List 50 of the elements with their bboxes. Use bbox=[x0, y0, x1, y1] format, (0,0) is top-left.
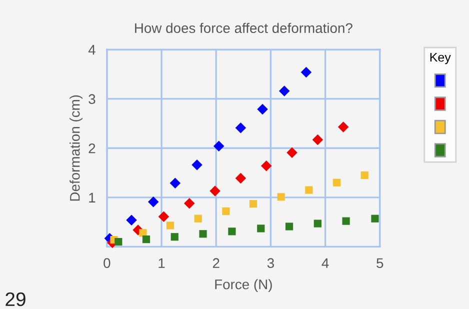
y-axis-title: Deformation (cm) bbox=[70, 95, 83, 201]
x-tick-label: 0 bbox=[104, 258, 110, 268]
point bbox=[249, 200, 258, 208]
point bbox=[312, 134, 324, 146]
x-axis-title: Force (N) bbox=[215, 279, 272, 292]
point bbox=[170, 178, 181, 189]
point bbox=[228, 228, 236, 236]
x-tick-label: 5 bbox=[376, 258, 384, 268]
point bbox=[235, 172, 246, 184]
text: 29 bbox=[6, 292, 26, 306]
point bbox=[300, 66, 312, 78]
point bbox=[332, 178, 341, 186]
point bbox=[286, 147, 298, 158]
point bbox=[338, 122, 349, 132]
chart-title: How does force affect deformation? bbox=[135, 22, 352, 34]
point bbox=[114, 238, 122, 246]
y-tick-label: 1 bbox=[89, 192, 96, 202]
point bbox=[342, 217, 350, 225]
x-tick-label: 3 bbox=[267, 258, 274, 268]
point bbox=[222, 207, 230, 216]
point bbox=[260, 160, 272, 172]
point bbox=[257, 224, 265, 232]
point bbox=[184, 198, 195, 209]
point bbox=[199, 230, 207, 238]
point bbox=[142, 236, 150, 244]
point bbox=[257, 104, 268, 115]
y-tick-label: 4 bbox=[88, 45, 96, 55]
point bbox=[210, 186, 220, 196]
point bbox=[170, 233, 178, 241]
point bbox=[213, 140, 224, 152]
x-tick-label: 4 bbox=[322, 258, 329, 268]
point bbox=[194, 214, 202, 222]
y-tick-label: 2 bbox=[88, 143, 96, 154]
point bbox=[166, 222, 174, 230]
point bbox=[285, 222, 294, 230]
point bbox=[314, 220, 322, 228]
point bbox=[126, 214, 137, 226]
point bbox=[278, 86, 290, 96]
point bbox=[371, 214, 379, 222]
point bbox=[360, 171, 368, 180]
y-tick-label: 3 bbox=[88, 94, 96, 104]
x-tick-label: 1 bbox=[158, 258, 165, 268]
point bbox=[158, 211, 170, 222]
x-tick-label: 2 bbox=[212, 258, 220, 268]
point bbox=[305, 186, 313, 194]
legend-title: Key bbox=[430, 52, 451, 64]
point bbox=[192, 160, 202, 170]
point bbox=[277, 193, 285, 201]
point bbox=[148, 196, 159, 208]
point bbox=[235, 122, 246, 134]
